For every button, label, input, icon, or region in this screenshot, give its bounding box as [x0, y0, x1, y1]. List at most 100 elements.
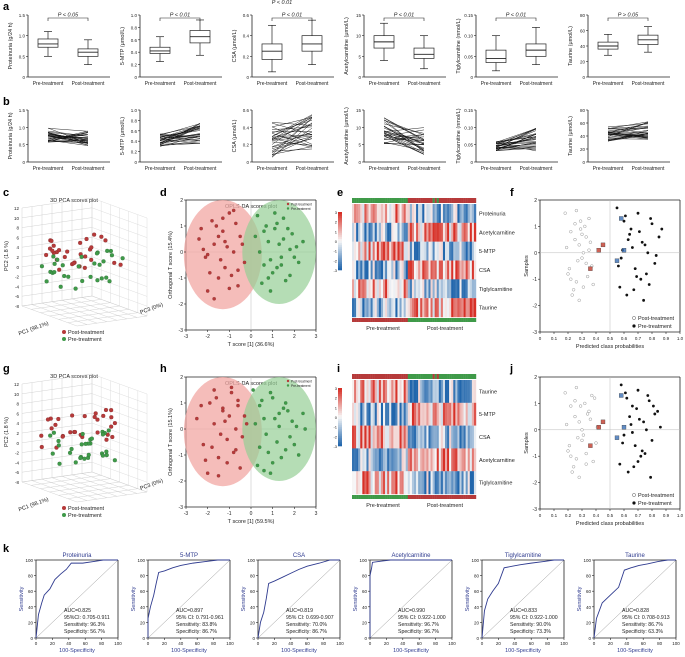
heatmap-cell — [416, 380, 419, 403]
group-bar-cell — [447, 318, 450, 322]
x-tick-label: 100 — [114, 641, 122, 646]
specificity-label: Specificity: 96.7% — [398, 629, 439, 635]
heatmap-cell — [368, 260, 371, 280]
group-bar-cell — [409, 318, 413, 322]
group-bar-cell — [385, 374, 388, 379]
legend-swatch — [632, 316, 636, 320]
heatmap-cell — [366, 402, 369, 426]
highlight-marker — [600, 242, 606, 248]
p-value-label: P < 0.05 — [58, 13, 79, 19]
heatmap-cell — [471, 241, 475, 261]
paired-line — [159, 126, 201, 144]
p-value-label: P < 0.01 — [394, 13, 414, 19]
heatmap-cell — [463, 298, 466, 318]
heatmap-cell — [471, 425, 475, 449]
data-point — [49, 426, 54, 431]
paired-line — [271, 124, 313, 139]
color-scale-cell — [338, 258, 342, 261]
data-point — [109, 415, 114, 420]
heatmap-cell — [442, 204, 446, 224]
heatmap-cell — [430, 402, 433, 426]
x-tick-label: 0.8 — [649, 513, 656, 518]
data-point — [294, 424, 299, 429]
color-scale-cell — [338, 248, 342, 251]
heatmap-cell — [420, 402, 423, 426]
group-bar-cell — [440, 198, 444, 203]
heatmap-cell — [449, 222, 452, 242]
group-bar-cell — [467, 374, 470, 379]
y-tick-label: -2 — [15, 451, 19, 456]
x-tick-label: Post-treatment — [408, 81, 441, 87]
heatmap-cell — [469, 279, 473, 299]
heatmap-cell — [465, 425, 468, 449]
heatmap-cell — [416, 402, 419, 426]
heatmap-cell — [420, 204, 423, 224]
color-scale-cell — [338, 221, 342, 224]
paired-line — [271, 133, 313, 147]
group-bar-cell — [420, 198, 423, 203]
heatmap-cell — [368, 425, 371, 449]
data-point-post — [584, 451, 588, 456]
group-bar-cell — [395, 198, 398, 203]
heatmap-cell — [442, 448, 446, 472]
x-tick-label: 0.6 — [621, 336, 628, 341]
data-point-pre — [628, 415, 631, 418]
data-point — [39, 264, 45, 269]
group-bar-cell — [430, 318, 433, 322]
heatmap-cell — [426, 222, 429, 242]
heatmap-cell — [416, 279, 419, 299]
heatmap-cell — [434, 380, 437, 403]
x-tick-label: 40 — [288, 641, 294, 646]
panel-letter-g: g — [3, 363, 10, 375]
y-tick-label: 0.8 — [131, 25, 138, 30]
panel-letter-i: i — [337, 363, 340, 375]
data-point — [106, 428, 111, 433]
grid-line — [21, 237, 93, 248]
heatmap-cell — [378, 425, 382, 449]
heatmap-cell — [442, 279, 446, 299]
y-tick-label: -1 — [533, 454, 538, 460]
data-point-post — [569, 404, 573, 408]
paired-line — [159, 126, 201, 140]
heatmap-cell — [455, 204, 458, 224]
group-bar-cell — [360, 495, 363, 499]
data-point — [279, 255, 284, 260]
heatmap-cell — [459, 425, 462, 449]
heatmap-cell — [434, 279, 437, 299]
p-value-label: P < 0.01 — [272, 0, 292, 6]
data-point — [48, 433, 53, 438]
heatmap-cell — [387, 279, 390, 299]
x-axis-label: 100-Specificity — [393, 648, 429, 654]
data-point-pre — [646, 251, 650, 255]
y-axis-label: Orthogonal T score (15.4%) — [168, 231, 174, 299]
group-bar-cell — [463, 198, 466, 203]
heatmap-cell — [391, 471, 394, 495]
x-tick-label: 0 — [539, 336, 542, 341]
data-point-post — [581, 285, 586, 289]
legend-label: Post-treatment — [68, 506, 105, 512]
group-bar-cell — [391, 495, 394, 499]
heatmap-cell — [352, 204, 355, 224]
y-tick-label: 80 — [362, 574, 368, 579]
data-point-pre — [618, 462, 622, 466]
heatmap-cell — [395, 471, 398, 495]
x-tick-label: -3 — [184, 511, 189, 517]
data-point-post — [578, 404, 583, 408]
data-point — [218, 257, 223, 262]
group-bar-cell — [424, 198, 427, 203]
data-point — [62, 273, 67, 279]
heatmap-cell — [383, 425, 386, 449]
data-point-post — [578, 227, 583, 231]
group-bar-cell — [352, 318, 355, 322]
data-point — [60, 434, 65, 439]
color-scale-cell — [338, 407, 342, 410]
data-point — [89, 245, 94, 250]
group-bar-cell — [467, 495, 470, 499]
x-tick-label: Post-treatment — [632, 166, 665, 172]
heatmap-cell — [453, 425, 456, 449]
group-bar-cell — [360, 198, 363, 203]
y-tick-label: 60 — [474, 589, 480, 594]
y-tick-label: 15 — [356, 13, 362, 18]
